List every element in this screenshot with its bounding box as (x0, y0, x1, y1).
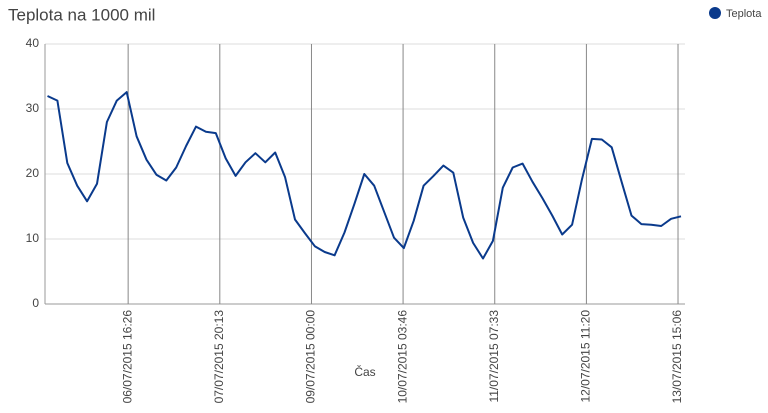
x-axis-label: Čas (354, 364, 375, 379)
y-tick-label: 30 (26, 101, 40, 115)
y-tick-label: 0 (32, 296, 39, 310)
x-tick-label: 06/07/2015 16:26 (120, 310, 134, 404)
chart-title: Teplota na 1000 mil (8, 5, 155, 24)
x-tick-label: 10/07/2015 03:46 (395, 310, 409, 404)
line-series (47, 91, 682, 260)
x-tick-label: 07/07/2015 20:13 (212, 310, 226, 404)
y-tick-label: 10 (26, 231, 40, 245)
legend-label: Teplota (726, 8, 762, 20)
legend-swatch (709, 7, 721, 19)
x-tick-label: 09/07/2015 00:00 (304, 310, 318, 404)
x-tick-label: 11/07/2015 07:33 (487, 310, 501, 403)
y-tick-label: 40 (26, 36, 40, 50)
y-tick-label: 20 (26, 166, 40, 180)
x-tick-label: 13/07/2015 15:06 (670, 310, 684, 404)
x-tick-label: 12/07/2015 11:20 (579, 310, 593, 403)
